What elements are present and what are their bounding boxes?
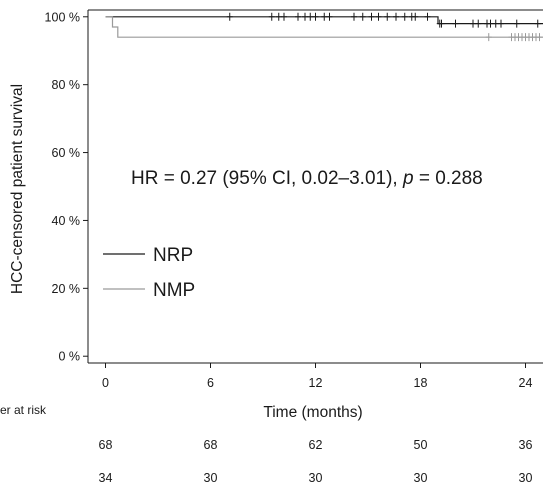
censor-mark-nrp-9 (326, 12, 333, 21)
y-tick-label-100: 100 % (45, 10, 80, 24)
x-axis-label: Time (months) (263, 404, 362, 421)
censor-mark-nrp-1 (268, 12, 275, 21)
x-tick-label-24: 24 (519, 376, 533, 390)
censor-mark-nrp-5 (302, 12, 308, 21)
censor-mark-nrp-4 (295, 12, 301, 21)
at-risk-nmp-12: 30 (309, 471, 323, 485)
at-risk-nmp-0: 34 (99, 471, 113, 485)
y-axis-label: HCC-censored patient survival (9, 84, 26, 294)
at-risk-nrp-6: 68 (204, 438, 218, 452)
at-risk-nrp-24: 36 (519, 438, 533, 452)
legend: NRP NMP (103, 245, 195, 301)
y-ticks: 0 % 20 % 40 % 60 % 80 % 100 % (45, 10, 88, 364)
censor-mark-nrp-11 (359, 12, 366, 21)
at-risk-table: 68 68 62 50 36 34 30 30 30 30 (99, 438, 533, 485)
censor-mark-nrp-2 (275, 12, 282, 21)
censor-mark-nrp-21 (438, 19, 445, 28)
at-risk-nmp-18: 30 (414, 471, 428, 485)
censor-mark-nmp-9 (536, 33, 543, 42)
x-tick-label-0: 0 (102, 376, 109, 390)
censor-mark-nrp-6 (307, 12, 314, 21)
censor-mark-nrp-16 (401, 12, 408, 21)
hr-text: HR = 0.27 (95% CI, 0.02–3.01), (131, 168, 403, 189)
x-ticks: 0 6 12 18 24 (102, 363, 532, 390)
curve-nmp (105, 16, 543, 38)
censor-mark-nrp-3 (281, 12, 287, 21)
censor-mark-nrp-23 (470, 19, 476, 28)
censor-mark-nrp-30 (534, 19, 541, 28)
censor-mark-nrp-12 (368, 12, 375, 21)
y-tick-label-20: 20 % (52, 282, 81, 296)
censor-mark-nrp-0 (226, 12, 233, 21)
censor-mark-nrp-7 (312, 12, 319, 21)
censor-mark-nrp-27 (492, 19, 499, 28)
p-value: = 0.288 (414, 168, 483, 189)
hazard-ratio-annotation: HR = 0.27 (95% CI, 0.02–3.01), p = 0.288 (131, 168, 483, 189)
at-risk-nrp-12: 62 (309, 438, 323, 452)
y-tick-label-60: 60 % (52, 146, 81, 160)
censor-mark-nrp-15 (393, 12, 399, 21)
censor-mark-nrp-24 (475, 19, 482, 28)
censor-mark-nrp-19 (424, 12, 431, 21)
censor-mark-nrp-13 (375, 12, 382, 21)
censor-marks (226, 12, 543, 42)
censor-mark-nrp-28 (498, 19, 504, 28)
censor-mark-nrp-14 (384, 12, 391, 21)
censor-mark-nrp-22 (452, 19, 459, 28)
at-risk-nmp-6: 30 (204, 471, 218, 485)
censor-mark-nmp-0 (485, 33, 492, 42)
y-tick-label-80: 80 % (52, 78, 81, 92)
censor-mark-nrp-26 (487, 19, 494, 28)
censor-mark-nrp-8 (321, 12, 328, 21)
censor-mark-nrp-18 (412, 12, 419, 21)
legend-label-nrp: NRP (153, 245, 193, 266)
x-tick-label-18: 18 (414, 376, 428, 390)
y-tick-label-40: 40 % (52, 214, 81, 228)
at-risk-nmp-24: 30 (519, 471, 533, 485)
at-risk-nrp-18: 50 (414, 438, 428, 452)
number-at-risk-label: er at risk (0, 403, 47, 417)
y-tick-label-0: 0 % (58, 350, 80, 364)
censor-mark-nrp-29 (513, 19, 520, 28)
p-symbol: p (402, 168, 414, 189)
at-risk-nrp-0: 68 (99, 438, 113, 452)
x-tick-label-6: 6 (207, 376, 214, 390)
censor-mark-nrp-10 (351, 12, 357, 21)
legend-label-nmp: NMP (153, 280, 195, 301)
x-tick-label-12: 12 (309, 376, 323, 390)
